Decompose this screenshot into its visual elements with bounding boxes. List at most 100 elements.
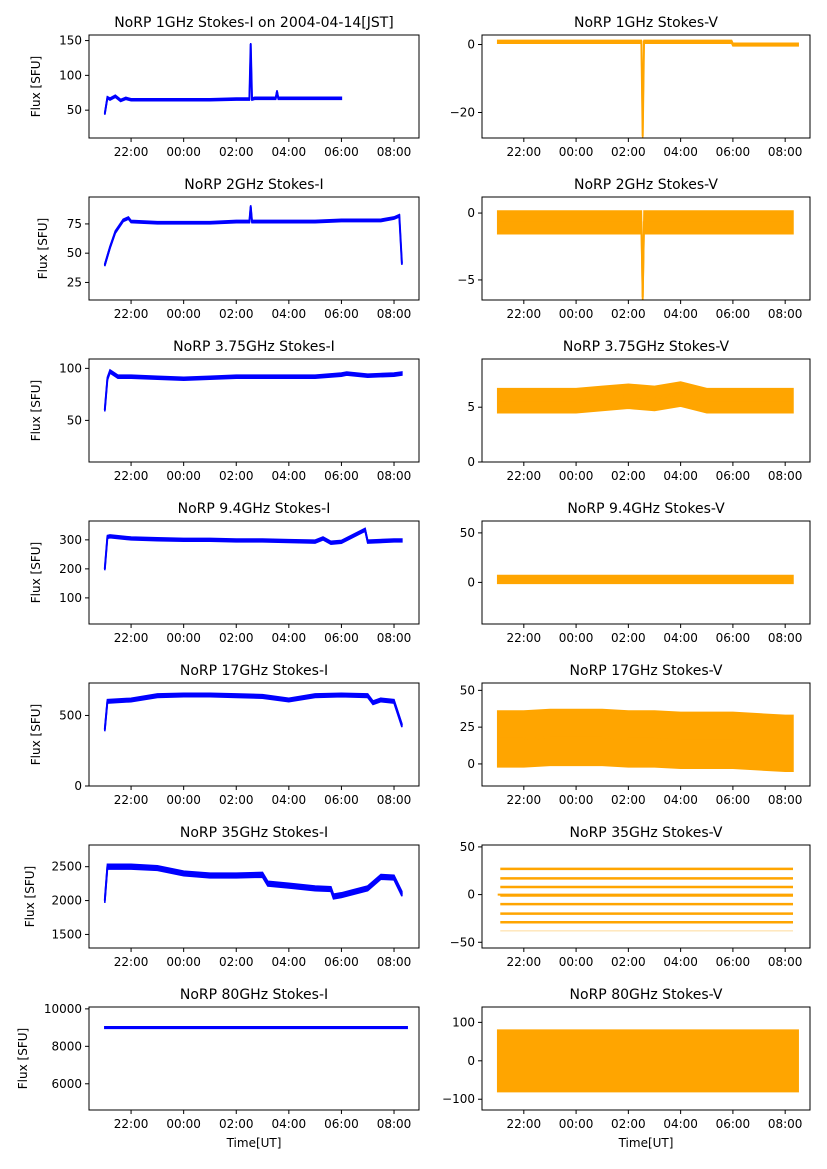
y-tick-label: 100	[452, 1015, 475, 1029]
subplot-title: NoRP 1GHz Stokes-V	[574, 15, 718, 31]
x-tick-label: 02:00	[219, 955, 254, 969]
y-axis-label: Flux [SFU]	[29, 56, 43, 117]
x-tick-label: 00:00	[559, 631, 594, 645]
x-tick-label: 22:00	[507, 793, 542, 807]
y-tick-label: 500	[59, 708, 82, 722]
axes-frame	[88, 682, 420, 787]
data-marks	[103, 692, 403, 732]
x-tick-label: 06:00	[324, 1117, 359, 1131]
y-tick-label: 0	[467, 455, 475, 469]
subplot-title: NoRP 80GHz Stokes-I	[180, 987, 328, 1003]
x-tick-label: 22:00	[114, 1117, 149, 1131]
data-marks	[496, 708, 794, 773]
y-tick-label: −20	[450, 106, 475, 120]
x-tick-label: 02:00	[219, 793, 254, 807]
subplot-p2i: 25 50 75 22:00 00:00 02:00 04:00 06:00 08:00 NoRP…	[36, 177, 420, 321]
subplot-p3v: 0 5 22:00 00:00 02:00 04:00 06:00 08:00 NoRP 3.7…	[467, 339, 811, 483]
x-tick-label: 04:00	[663, 145, 698, 159]
series-line	[103, 206, 403, 266]
subplot-title: NoRP 3.75GHz Stokes-V	[563, 339, 730, 355]
axes-frame	[481, 196, 811, 301]
axes-frame	[481, 1006, 811, 1111]
x-tick-label: 00:00	[559, 469, 594, 483]
x-tick-label: 04:00	[272, 469, 307, 483]
x-tick-label: 06:00	[324, 145, 359, 159]
x-tick-label: 04:00	[272, 955, 307, 969]
y-axis-label: Flux [SFU]	[16, 1028, 30, 1089]
x-tick-label: 06:00	[716, 145, 751, 159]
series-band	[104, 205, 403, 267]
y-tick-label: −100	[442, 1092, 475, 1106]
y-tick-label: 0	[467, 575, 475, 589]
x-tick-label: 04:00	[272, 307, 307, 321]
axes-frame	[88, 1006, 420, 1111]
y-tick-label: 10000	[44, 1002, 82, 1016]
axes-frame	[481, 682, 811, 787]
y-tick-label: 0	[74, 779, 82, 793]
y-tick-label: 50	[460, 526, 475, 540]
x-tick-label: 06:00	[324, 631, 359, 645]
y-tick-label: 8000	[51, 1039, 82, 1053]
x-tick-label: 00:00	[166, 469, 201, 483]
series-line	[497, 736, 793, 745]
y-tick-label: 2500	[51, 860, 82, 874]
x-tick-label: 02:00	[611, 631, 646, 645]
subplot-title: NoRP 35GHz Stokes-V	[570, 825, 723, 841]
data-marks	[496, 210, 794, 300]
x-tick-label: 06:00	[716, 631, 751, 645]
x-tick-label: 08:00	[377, 955, 412, 969]
x-tick-label: 08:00	[377, 1117, 412, 1131]
x-tick-label: 04:00	[272, 631, 307, 645]
subplot-p1v: −20 0 22:00 00:00 02:00 04:00 06:00 08:00 NoRP 1…	[450, 15, 811, 159]
x-tick-label: 00:00	[166, 1117, 201, 1131]
subplot-p4v: 0 50 22:00 00:00 02:00 04:00 06:00 08:00 NoRP 9.…	[460, 501, 811, 645]
y-tick-label: 6000	[51, 1077, 82, 1091]
x-tick-label: 06:00	[716, 307, 751, 321]
x-tick-label: 22:00	[507, 1117, 542, 1131]
x-tick-label: 00:00	[166, 631, 201, 645]
data-marks	[496, 1029, 799, 1093]
x-tick-label: 22:00	[507, 631, 542, 645]
series-line	[103, 865, 403, 901]
x-tick-label: 06:00	[324, 307, 359, 321]
x-tick-label: 22:00	[507, 469, 542, 483]
x-tick-label: 22:00	[114, 955, 149, 969]
subplot-title: NoRP 17GHz Stokes-I	[180, 663, 328, 679]
series-band	[496, 708, 794, 773]
subplot-title: NoRP 2GHz Stokes-I	[184, 177, 323, 193]
series-band	[496, 39, 799, 138]
x-tick-label: 22:00	[507, 145, 542, 159]
x-tick-label: 08:00	[377, 145, 412, 159]
x-tick-label: 02:00	[611, 955, 646, 969]
data-marks	[497, 867, 794, 932]
y-tick-label: 0	[467, 1054, 475, 1068]
x-tick-label: 08:00	[377, 469, 412, 483]
x-tick-label: 22:00	[114, 469, 149, 483]
x-tick-label: 22:00	[114, 307, 149, 321]
x-tick-label: 04:00	[272, 145, 307, 159]
x-tick-label: 06:00	[716, 1117, 751, 1131]
y-tick-label: 0	[467, 888, 475, 902]
series-line	[103, 43, 342, 114]
series-line	[497, 40, 799, 137]
subplot-p7v: −100 0 100 22:00 00:00 02:00 04:00 06:00 08:00 No…	[442, 987, 811, 1150]
x-tick-label: 04:00	[272, 1117, 307, 1131]
data-marks	[103, 205, 403, 267]
x-tick-label: 06:00	[324, 955, 359, 969]
subplot-title: NoRP 9.4GHz Stokes-I	[178, 501, 331, 517]
x-tick-label: 02:00	[611, 469, 646, 483]
subplot-p1i: 50 100 150 22:00 00:00 02:00 04:00 06:00 08:00 No…	[29, 15, 420, 159]
series-line	[497, 393, 793, 402]
x-tick-label: 22:00	[114, 793, 149, 807]
x-tick-label: 06:00	[716, 469, 751, 483]
x-tick-label: 00:00	[166, 955, 201, 969]
axes-frame	[88, 196, 420, 301]
x-tick-label: 08:00	[768, 307, 803, 321]
x-tick-label: 08:00	[768, 145, 803, 159]
series-band	[104, 863, 403, 903]
x-tick-label: 22:00	[507, 307, 542, 321]
y-tick-label: 0	[467, 206, 475, 220]
y-tick-label: 100	[59, 68, 82, 82]
x-tick-label: 04:00	[663, 955, 698, 969]
